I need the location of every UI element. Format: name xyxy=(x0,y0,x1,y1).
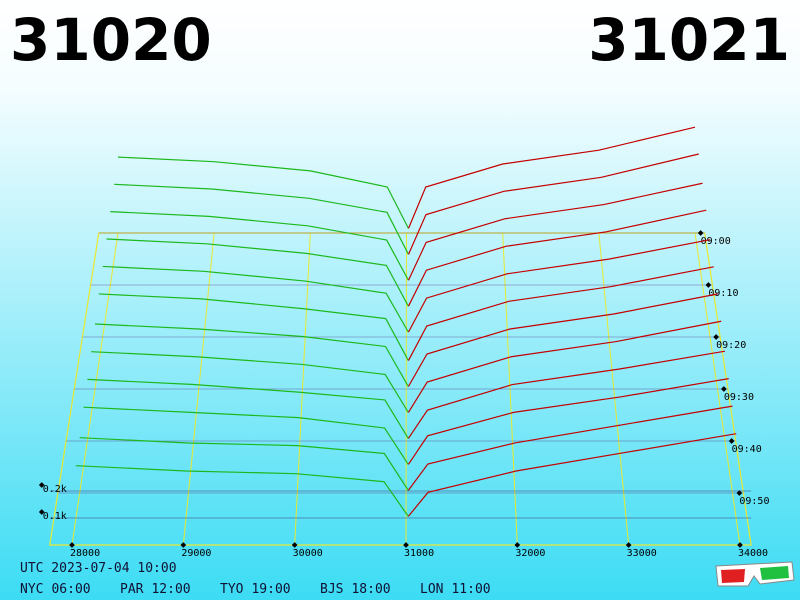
t-tick-label: 09:30 xyxy=(724,392,754,403)
clock-city: BJS xyxy=(320,582,343,597)
clock-city: TYO xyxy=(220,582,244,597)
y-tick-label: 0.2k xyxy=(43,484,67,495)
clock: BJS 18:00 xyxy=(320,582,391,597)
bid-depth-line xyxy=(102,265,409,333)
t-tick-mark xyxy=(736,490,743,496)
ask-depth-line xyxy=(407,153,699,255)
bid-depth-line xyxy=(83,406,409,465)
ask-depth-line xyxy=(407,182,703,281)
x-tick-label: 32000 xyxy=(515,548,545,559)
clock-time: 19:00 xyxy=(251,582,290,597)
utc-time: UTC 2023-07-04 10:00 xyxy=(20,561,177,576)
x-tick-label: 31000 xyxy=(404,548,434,559)
clock-time: 18:00 xyxy=(351,582,390,597)
x-tick-mark xyxy=(403,542,409,548)
bid-depth-line xyxy=(87,378,409,439)
bid-depth-line xyxy=(91,351,409,413)
bid-depth-line xyxy=(75,465,409,517)
bid-depth-line xyxy=(117,156,409,229)
ask-depth-line xyxy=(407,378,729,465)
red-lens xyxy=(721,569,745,583)
x-tick-label: 33000 xyxy=(627,548,657,559)
t-tick-mark xyxy=(705,282,712,288)
ask-depth-line xyxy=(407,209,707,307)
clocks: NYC 06:00 PAR 12:00 TYO 19:00 BJS 18:00 LON 11:00 xyxy=(20,582,491,597)
clock: NYC 06:00 xyxy=(20,582,91,597)
bid-depth-line xyxy=(106,238,409,307)
bid-depth-line xyxy=(79,437,409,491)
clock: LON 11:00 xyxy=(420,582,491,597)
t-tick-label: 09:50 xyxy=(739,496,769,507)
t-tick-label: 09:20 xyxy=(716,340,746,351)
clock-city: PAR xyxy=(120,582,144,597)
green-lens xyxy=(760,566,789,580)
best-ask: 31021 xyxy=(588,6,790,74)
clock-time: 12:00 xyxy=(151,582,190,597)
ask-depth-line xyxy=(407,320,722,413)
x-tick-mark xyxy=(69,542,75,548)
ask-depth-line xyxy=(407,350,726,439)
t-tick-label: 09:10 xyxy=(708,288,738,299)
clock-time: 11:00 xyxy=(451,582,490,597)
t-tick-label: 09:40 xyxy=(732,444,762,455)
t-tick-mark xyxy=(721,386,727,392)
ask-depth-line xyxy=(407,433,737,517)
x-tick-label: 28000 xyxy=(70,548,100,559)
bid-depth-line xyxy=(98,293,409,361)
clock-city: NYC xyxy=(20,582,43,597)
x-tick-mark xyxy=(514,542,521,548)
t-tick-mark xyxy=(728,438,735,444)
clock: TYO 19:00 xyxy=(220,582,291,597)
x-tick-mark xyxy=(291,542,298,548)
x-tick-label: 30000 xyxy=(293,548,323,559)
t-tick-label: 09:00 xyxy=(701,236,731,247)
plot-area: 28000 29000 30000 31000 32000 33000 34000 09:00… xyxy=(38,126,769,559)
clock-city: LON xyxy=(420,582,443,597)
best-bid: 31020 xyxy=(10,6,212,74)
y-tick-label: 0.1k xyxy=(43,511,67,522)
bid-depth-line xyxy=(94,323,409,387)
x-tick-label: 34000 xyxy=(738,548,768,559)
ask-depth-line xyxy=(407,126,696,229)
ask-depth-line xyxy=(407,293,718,387)
ask-depth-line xyxy=(407,405,733,491)
ask-depth-line xyxy=(407,239,711,333)
t-tick-mark xyxy=(697,230,704,236)
t-tick-mark xyxy=(713,334,719,340)
x-tick-mark xyxy=(625,542,632,548)
ask-depth-line xyxy=(407,266,714,361)
x-tick-label: 29000 xyxy=(181,548,211,559)
bid-depth-line xyxy=(114,183,409,255)
clock-time: 06:00 xyxy=(51,582,90,597)
3d-glasses-icon xyxy=(715,561,795,587)
clock: PAR 12:00 xyxy=(120,582,191,597)
x-tick-mark xyxy=(180,542,187,548)
x-tick-mark xyxy=(737,542,743,548)
bid-depth-line xyxy=(110,211,409,281)
